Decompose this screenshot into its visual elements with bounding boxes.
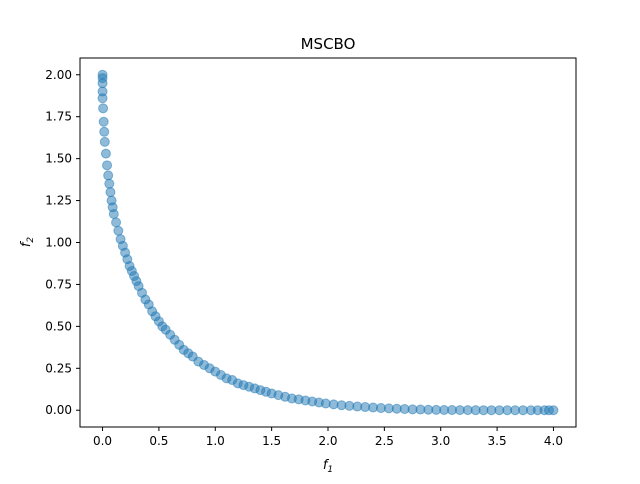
data-point	[108, 208, 119, 219]
y-axis-ticks: 0.00 0.25 0.50 0.75 1.00 1.25 1.50 1.75 2.00	[45, 68, 80, 417]
x-tick-label: 3.5	[488, 434, 507, 448]
data-point	[97, 93, 108, 104]
data-point	[97, 78, 108, 89]
y-tick-label: 0.00	[45, 403, 72, 417]
data-point	[111, 217, 122, 228]
data-point	[548, 405, 559, 416]
data-point	[100, 148, 111, 159]
y-tick-label: 1.25	[45, 194, 72, 208]
x-axis-label: f1	[323, 458, 333, 475]
data-point	[103, 170, 114, 181]
x-tick-label: 2.5	[375, 434, 394, 448]
y-axis-label-main: f	[19, 240, 34, 247]
data-point	[102, 160, 113, 171]
y-axis-label-subscript: 2	[26, 237, 36, 243]
data-point	[113, 225, 124, 236]
y-axis-label: f2	[19, 237, 36, 248]
x-tick-label: 0.5	[149, 434, 168, 448]
y-tick-label: 1.50	[45, 152, 72, 166]
y-tick-label: 1.75	[45, 110, 72, 124]
y-tick-label: 2.00	[45, 68, 72, 82]
data-point	[99, 136, 110, 147]
x-tick-label: 4.0	[544, 434, 563, 448]
y-tick-label: 0.50	[45, 319, 72, 333]
data-point	[105, 187, 116, 198]
x-axis-label-subscript: 1	[327, 465, 333, 475]
data-point	[99, 126, 110, 137]
x-axis-label-main: f	[323, 458, 330, 473]
chart-title: MSCBO	[301, 35, 356, 53]
x-tick-label: 1.5	[262, 434, 281, 448]
data-points	[97, 69, 559, 416]
y-tick-label: 1.00	[45, 236, 72, 250]
data-point	[104, 178, 115, 189]
x-tick-label: 2.0	[318, 434, 337, 448]
x-tick-label: 3.0	[431, 434, 450, 448]
data-point	[98, 103, 109, 114]
x-axis-ticks: 0.0 0.5 1.0 1.5 2.0 2.5 3.0 3.5 4.0	[93, 427, 563, 448]
y-tick-label: 0.25	[45, 361, 72, 375]
x-tick-label: 0.0	[93, 434, 112, 448]
y-tick-label: 0.75	[45, 277, 72, 291]
x-tick-label: 1.0	[206, 434, 225, 448]
data-point	[98, 116, 109, 127]
